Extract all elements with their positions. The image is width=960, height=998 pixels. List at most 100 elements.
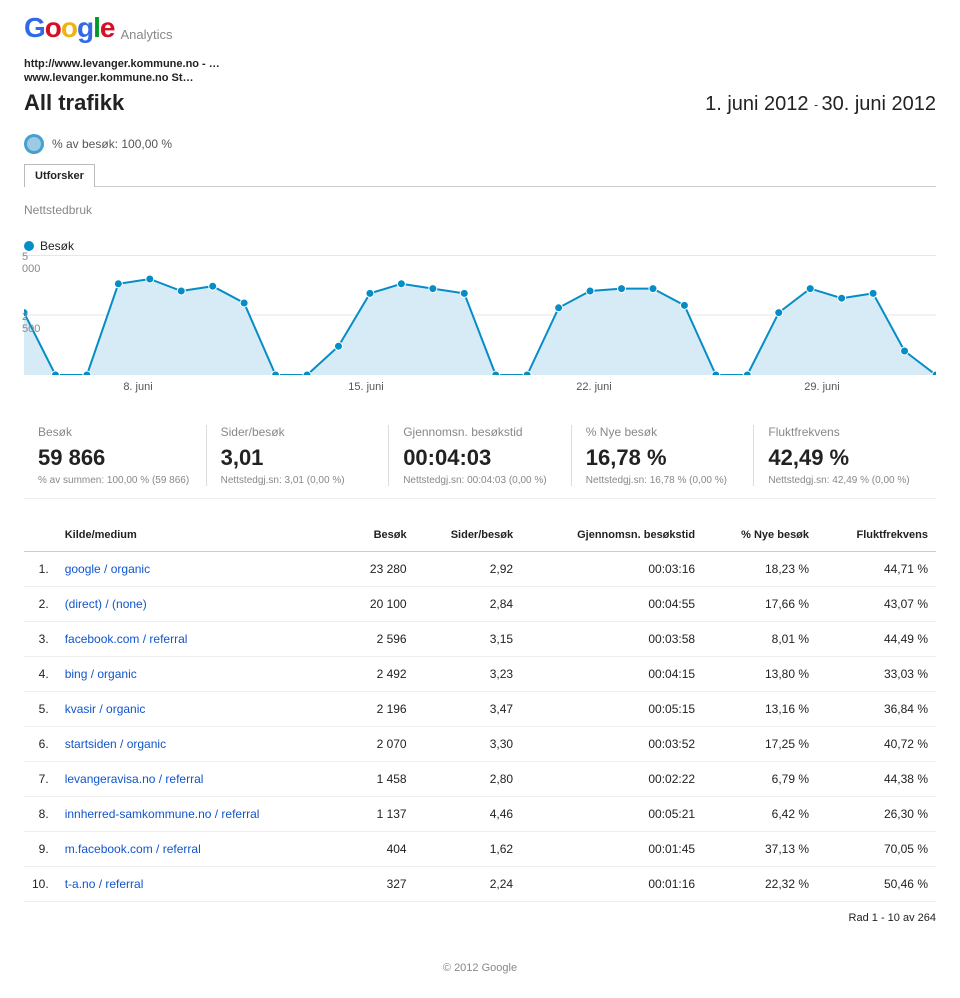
row-nye: 17,66 % bbox=[703, 587, 817, 622]
row-sider: 3,15 bbox=[415, 622, 521, 657]
metric-value: 3,01 bbox=[221, 445, 375, 471]
row-besok: 1 458 bbox=[343, 762, 415, 797]
logo-subtitle: Analytics bbox=[120, 27, 172, 42]
source-link[interactable]: m.facebook.com / referral bbox=[65, 842, 201, 856]
row-index: 4. bbox=[24, 657, 57, 692]
footer-copyright: © 2012 Google bbox=[0, 962, 960, 986]
row-source: facebook.com / referral bbox=[57, 622, 343, 657]
source-link[interactable]: innherred-samkommune.no / referral bbox=[65, 807, 260, 821]
page-title: All trafikk bbox=[24, 90, 124, 116]
row-index: 7. bbox=[24, 762, 57, 797]
row-nye: 13,80 % bbox=[703, 657, 817, 692]
source-link[interactable]: startsiden / organic bbox=[65, 737, 166, 751]
source-link[interactable]: kvasir / organic bbox=[65, 702, 146, 716]
col-besok[interactable]: Besøk bbox=[343, 519, 415, 552]
row-flukt: 44,49 % bbox=[817, 622, 936, 657]
row-nye: 8,01 % bbox=[703, 622, 817, 657]
row-besok: 20 100 bbox=[343, 587, 415, 622]
row-source: m.facebook.com / referral bbox=[57, 832, 343, 867]
metric-value: 16,78 % bbox=[586, 445, 740, 471]
date-range[interactable]: 1. juni 2012 - 30. juni 2012 bbox=[705, 93, 936, 116]
metric-card[interactable]: Fluktfrekvens42,49 %Nettstedgj.sn: 42,49… bbox=[754, 425, 936, 486]
metric-card[interactable]: % Nye besøk16,78 %Nettstedgj.sn: 16,78 %… bbox=[572, 425, 755, 486]
pct-visits-label: % av besøk: 100,00 % bbox=[52, 137, 172, 151]
row-flukt: 44,38 % bbox=[817, 762, 936, 797]
pct-visits-row: % av besøk: 100,00 % bbox=[24, 134, 936, 154]
row-source: kvasir / organic bbox=[57, 692, 343, 727]
col-source[interactable]: Kilde/medium bbox=[57, 519, 343, 552]
metric-card[interactable]: Gjennomsn. besøkstid00:04:03Nettstedgj.s… bbox=[389, 425, 572, 486]
chart-xlabel: 22. juni bbox=[480, 381, 708, 393]
row-sider: 3,23 bbox=[415, 657, 521, 692]
row-besok: 2 492 bbox=[343, 657, 415, 692]
source-link[interactable]: levangeravisa.no / referral bbox=[65, 772, 204, 786]
row-source: google / organic bbox=[57, 552, 343, 587]
row-nye: 18,23 % bbox=[703, 552, 817, 587]
date-start: 1. juni 2012 bbox=[705, 93, 808, 115]
source-link[interactable]: t-a.no / referral bbox=[65, 877, 144, 891]
row-nye: 13,16 % bbox=[703, 692, 817, 727]
source-link[interactable]: facebook.com / referral bbox=[65, 632, 188, 646]
row-sider: 2,84 bbox=[415, 587, 521, 622]
table-row: 1.google / organic23 2802,9200:03:1618,2… bbox=[24, 552, 936, 587]
row-tid: 00:05:21 bbox=[521, 797, 703, 832]
row-besok: 2 596 bbox=[343, 622, 415, 657]
metric-sub: Nettstedgj.sn: 3,01 (0,00 %) bbox=[221, 475, 375, 486]
tab-explorer[interactable]: Utforsker bbox=[24, 164, 95, 187]
metric-value: 00:04:03 bbox=[403, 445, 557, 471]
row-index: 6. bbox=[24, 727, 57, 762]
logo-row: Google Analytics bbox=[24, 12, 936, 44]
row-tid: 00:04:15 bbox=[521, 657, 703, 692]
legend-dot-icon bbox=[24, 241, 34, 251]
row-nye: 6,42 % bbox=[703, 797, 817, 832]
metric-sub: % av summen: 100,00 % (59 866) bbox=[38, 475, 192, 486]
row-tid: 00:01:45 bbox=[521, 832, 703, 867]
chart-svg bbox=[24, 255, 936, 375]
row-nye: 37,13 % bbox=[703, 832, 817, 867]
row-nye: 22,32 % bbox=[703, 867, 817, 902]
col-nye[interactable]: % Nye besøk bbox=[703, 519, 817, 552]
row-flukt: 33,03 % bbox=[817, 657, 936, 692]
table-row: 5.kvasir / organic2 1963,4700:05:1513,16… bbox=[24, 692, 936, 727]
metric-label: Sider/besøk bbox=[221, 425, 375, 439]
metric-card[interactable]: Sider/besøk 3,01 Nettstedgj.sn: 3,01 (0,00… bbox=[207, 425, 390, 486]
subsection-label[interactable]: Nettstedbruk bbox=[24, 193, 936, 225]
table-row: 2.(direct) / (none)20 1002,8400:04:5517,… bbox=[24, 587, 936, 622]
col-tid[interactable]: Gjennomsn. besøkstid bbox=[521, 519, 703, 552]
metric-value: 42,49 % bbox=[768, 445, 922, 471]
row-besok: 2 196 bbox=[343, 692, 415, 727]
visits-chart[interactable]: 5 000 2 500 bbox=[24, 255, 936, 375]
pct-pie-icon bbox=[24, 134, 44, 154]
chart-xlabel: 15. juni bbox=[252, 381, 480, 393]
row-source: startsiden / organic bbox=[57, 727, 343, 762]
chart-legend[interactable]: Besøk bbox=[24, 239, 936, 253]
row-sider: 3,47 bbox=[415, 692, 521, 727]
row-sider: 3,30 bbox=[415, 727, 521, 762]
row-sider: 2,92 bbox=[415, 552, 521, 587]
sources-table: Kilde/medium Besøk Sider/besøk Gjennomsn… bbox=[24, 519, 936, 902]
date-end: 30. juni 2012 bbox=[821, 93, 936, 115]
row-tid: 00:05:15 bbox=[521, 692, 703, 727]
row-sider: 4,46 bbox=[415, 797, 521, 832]
source-link[interactable]: google / organic bbox=[65, 562, 150, 576]
table-header-row: Kilde/medium Besøk Sider/besøk Gjennomsn… bbox=[24, 519, 936, 552]
metrics-row: Besøk59 866% av summen: 100,00 % (59 866… bbox=[24, 425, 936, 499]
row-flukt: 40,72 % bbox=[817, 727, 936, 762]
row-tid: 00:03:58 bbox=[521, 622, 703, 657]
chart-xlabels: 8. juni 15. juni 22. juni 29. juni bbox=[24, 381, 936, 393]
chart-xlabel: 8. juni bbox=[24, 381, 252, 393]
source-link[interactable]: (direct) / (none) bbox=[65, 597, 147, 611]
row-besok: 327 bbox=[343, 867, 415, 902]
source-link[interactable]: bing / organic bbox=[65, 667, 137, 681]
row-nye: 6,79 % bbox=[703, 762, 817, 797]
row-index: 3. bbox=[24, 622, 57, 657]
col-flukt[interactable]: Fluktfrekvens bbox=[817, 519, 936, 552]
site-url-line1: http://www.levanger.kommune.no - … bbox=[24, 58, 936, 70]
col-index bbox=[24, 519, 57, 552]
col-sider[interactable]: Sider/besøk bbox=[415, 519, 521, 552]
row-tid: 00:03:16 bbox=[521, 552, 703, 587]
metric-card[interactable]: Besøk59 866% av summen: 100,00 % (59 866… bbox=[24, 425, 207, 486]
chart-ylabel-mid: 2 500 bbox=[22, 311, 40, 335]
row-count: Rad 1 - 10 av 264 bbox=[24, 912, 936, 924]
table-row: 8.innherred-samkommune.no / referral1 13… bbox=[24, 797, 936, 832]
